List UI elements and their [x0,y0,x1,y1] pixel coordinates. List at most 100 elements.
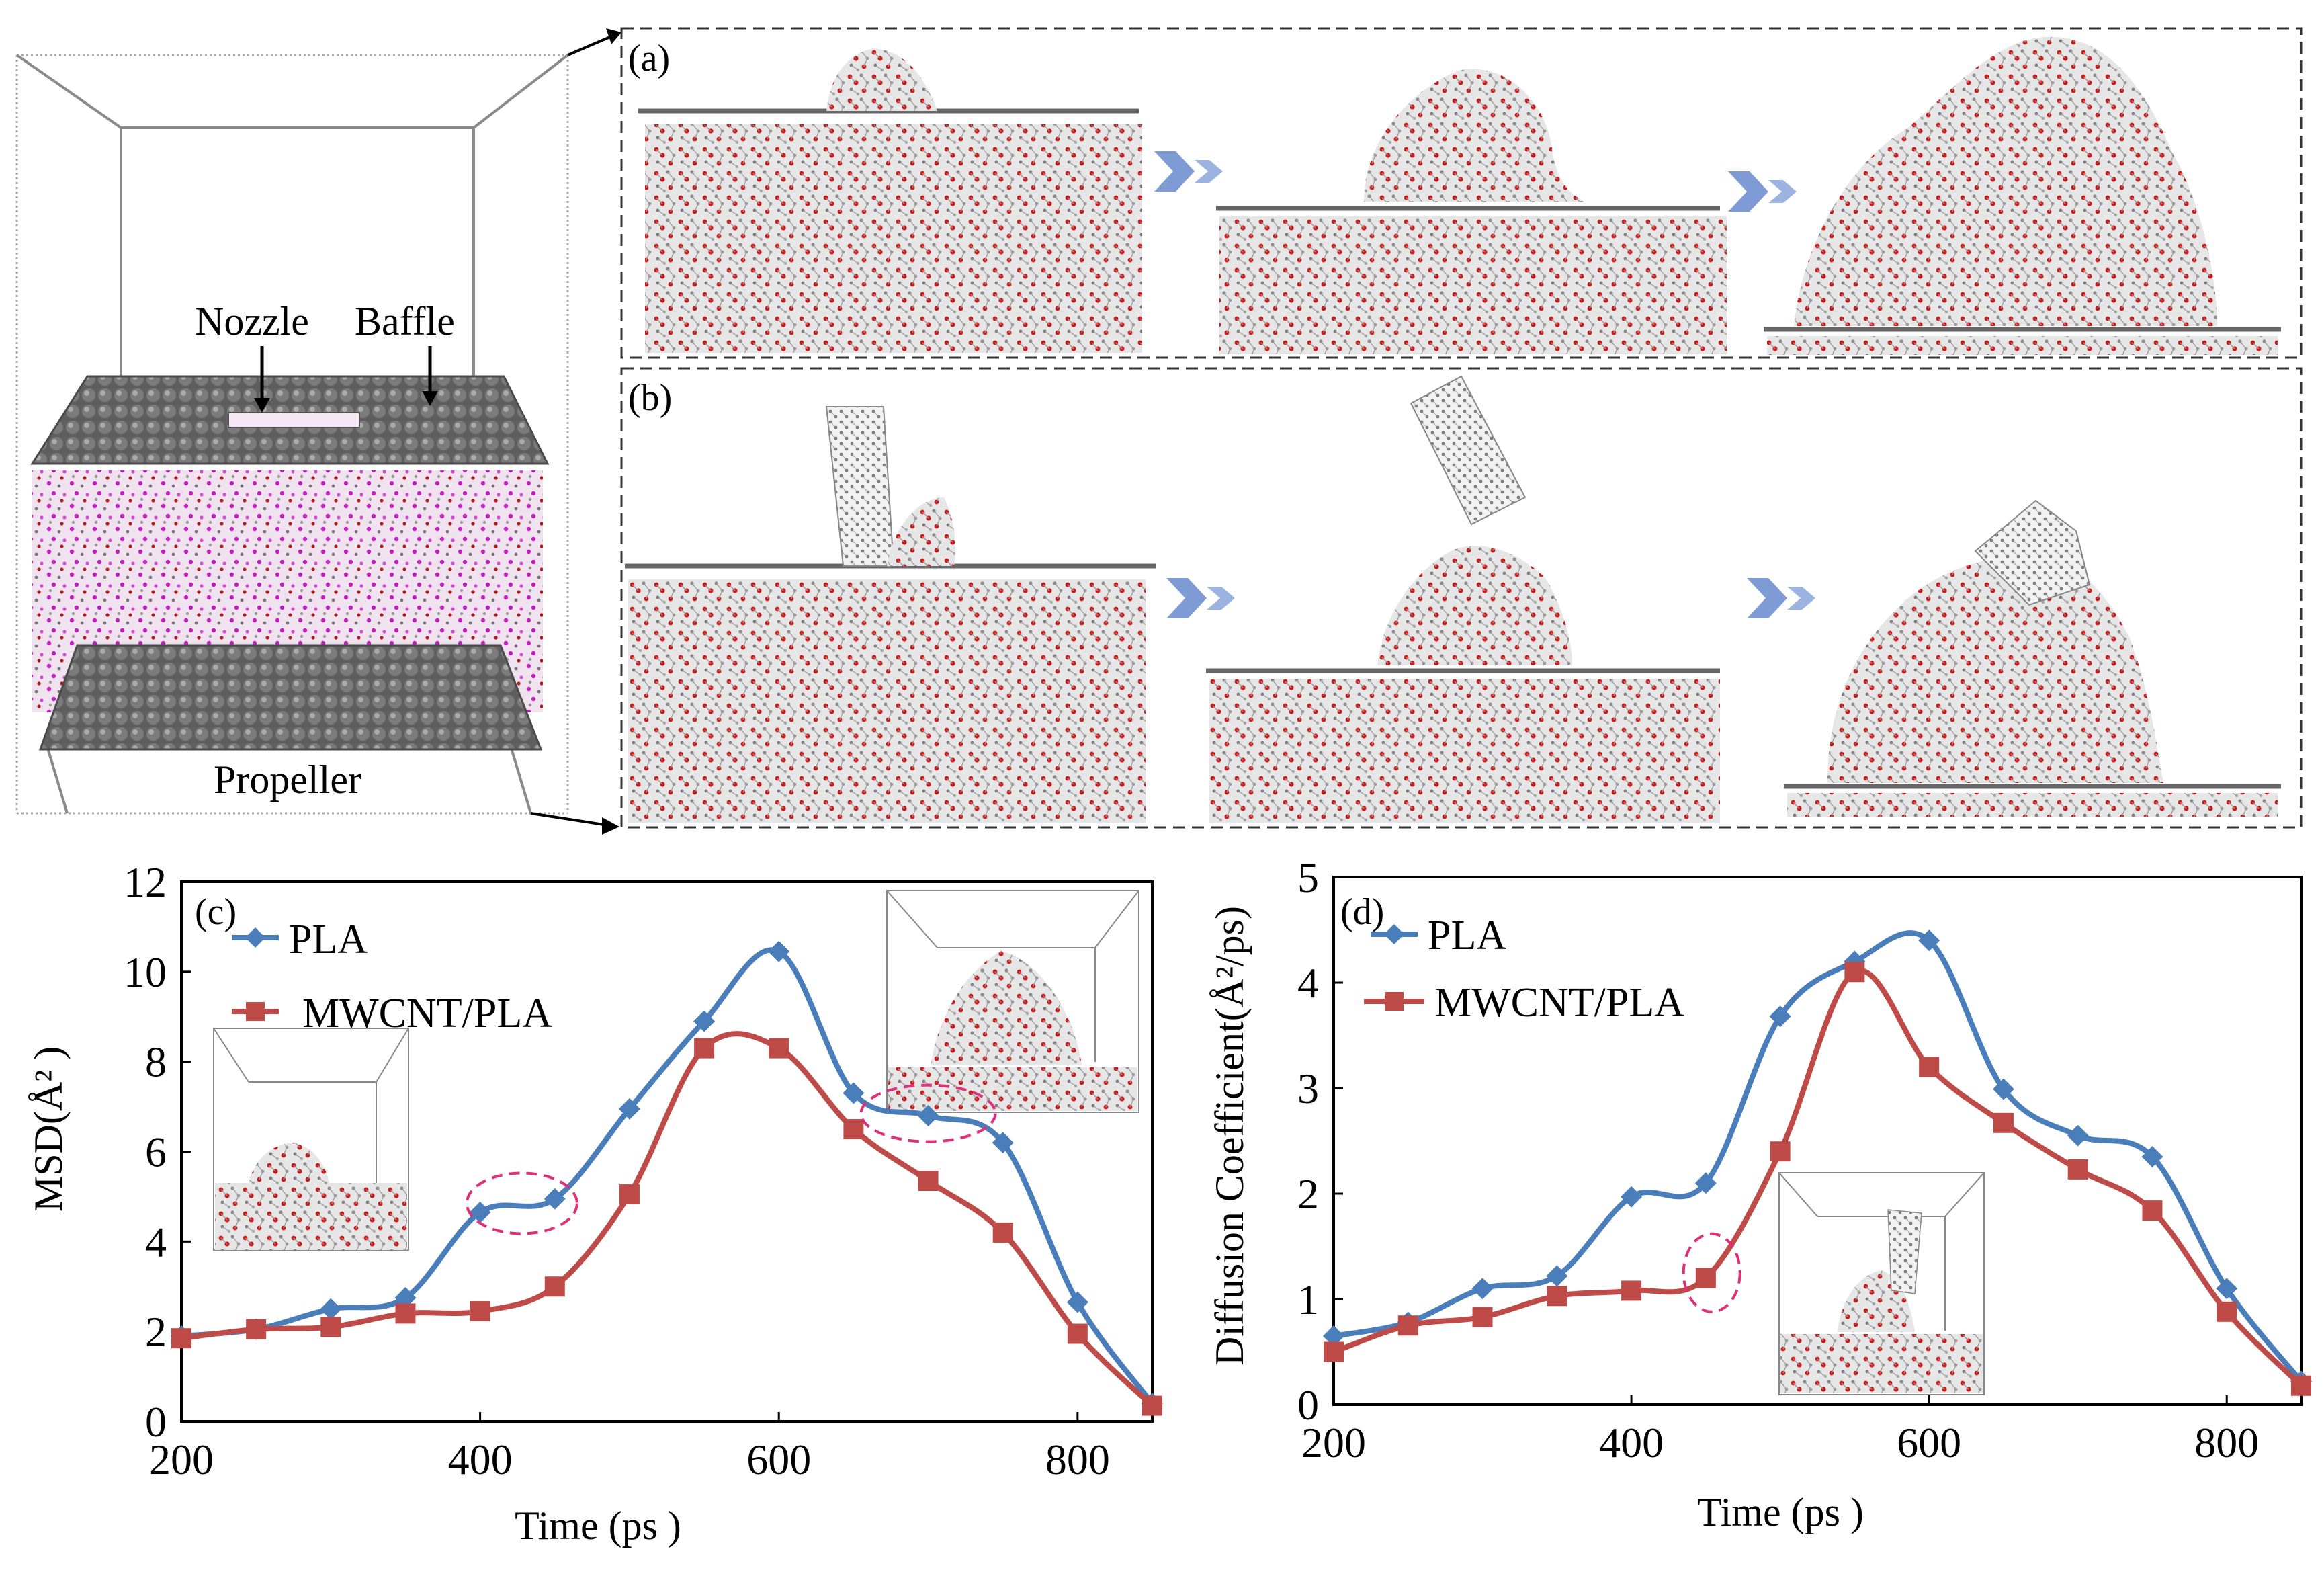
chart-c-pla-point [1066,1291,1088,1313]
snapshot-a2 [1216,69,1727,354]
chart-d-mwcnt-point [1472,1307,1493,1327]
chart-d-mwcnt-point [2217,1301,2237,1322]
chart-c-pla-point [618,1098,640,1120]
chart-d-pla-point [2216,1278,2238,1300]
chart-c-ytick-label: 12 [124,858,167,906]
snapshot-b3-nanotube [1974,499,2091,606]
chart-c-mwcnt-point [619,1184,640,1205]
chart-msd: MSD(Å² ) Time (ps ) (c) PLA MWCNT/PLA [26,858,1163,1548]
snapshot-a1 [638,48,1142,353]
chart-c-mwcnt-point [918,1170,939,1191]
chart-d-pla-point [1918,929,1940,952]
snapshot-b3-extrudate [1827,556,2163,783]
chart-c-inset-left [213,1028,409,1251]
chart-c-pla-point [768,940,790,962]
nozzle-opening [228,412,360,428]
arrow-b1-chevron-2 [1207,587,1235,610]
chart-c-mwcnt-point [320,1317,341,1337]
propeller-plate [38,644,543,751]
arrow-a2-chevron-2 [1768,180,1797,203]
chart-c-pla-point [394,1286,417,1309]
chart-c-inset-right-extrudate [931,951,1082,1065]
chart-c-legend-mwcnt-marker [246,1002,265,1021]
chart-c-mwcnt-point [992,1222,1013,1243]
chart-d-pla-point [1694,1172,1717,1194]
snapshot-b1-melt [628,579,1146,823]
snapshot-b1-extrudate [887,497,955,566]
chart-d-ytick-label: 4 [1297,959,1319,1007]
snapshot-b2 [1206,375,1720,823]
chart-d-legend-pla-marker [1384,924,1404,944]
box-diag-tl [15,54,122,129]
chart-d-pla-point [1546,1265,1568,1287]
baffle-arrowhead [422,391,438,406]
snapshot-b1 [625,406,1156,823]
snapshot-a3 [1764,36,2281,355]
chart-d-legend-mwcnt-marker [1385,992,1404,1011]
nozzle-arrowhead [254,398,270,413]
box-diag-br [509,745,532,814]
panel-a-label: (a) [628,38,670,79]
chart-c-ytick-label: 2 [145,1308,167,1356]
chart-d-pla-point [1323,1325,1344,1347]
chart-c-mwcnt-point [1067,1323,1088,1344]
chart-d-pla-point [2141,1146,2163,1168]
chart-c-xtick-label: 600 [746,1436,811,1483]
chart-d-inset-melt [1780,1334,1983,1393]
zoom-arrow-top [567,34,615,56]
arrow-a1-chevron-1 [1154,151,1195,192]
chart-c-mwcnt-point [843,1119,864,1140]
arrow-b1 [1166,578,1235,618]
chart-c-pla-point [693,1010,716,1032]
chart-d-ytick-label: 3 [1297,1065,1319,1112]
propeller-label: Propeller [214,757,361,802]
snapshot-b1-nanotube [825,406,895,567]
chart-c-inset-left-diag2 [376,1028,409,1083]
box-diag-bl [46,745,69,814]
chart-d-ytick-label: 0 [1297,1381,1319,1429]
chart-c-xlabel: Time (ps ) [515,1503,681,1548]
chart-d-mwcnt-point [1844,962,1865,983]
chart-d-legend: PLA MWCNT/PLA [1364,913,1684,1026]
chart-c-legend-pla-marker [245,927,265,948]
chart-c-inset-right-diag2 [1094,890,1139,948]
chart-d-ytick-label: 2 [1297,1170,1319,1218]
chart-diffusion: Diffusion Coefficient(Å²/ps) Time (ps ) … [1207,854,2312,1534]
chart-c-ytick-label: 10 [124,948,167,996]
chart-d-xtick-label: 800 [2194,1419,2259,1466]
arrow-a2-chevron-1 [1728,171,1768,212]
chart-d-mwcnt-point [1770,1141,1791,1162]
chart-d-pla-point [1471,1278,1494,1300]
chart-c-mwcnt-point [395,1303,416,1324]
chart-d-ylabel: Diffusion Coefficient(Å²/ps) [1207,906,1252,1366]
simulation-box: Nozzle Baffle Propeller [15,28,621,835]
snapshot-b3-melt [1787,793,2278,817]
chart-d-pla-point [1621,1186,1643,1208]
chart-d-inset-diag2 [1944,1172,1985,1217]
chart-d-mwcnt-point [2067,1159,2088,1180]
chart-d-mwcnt-point [1621,1280,1642,1301]
snapshot-b2-extrudate [1377,546,1572,665]
nozzle-label: Nozzle [195,299,309,343]
chart-d-legend-mwcnt: MWCNT/PLA [1434,980,1684,1026]
zoom-arrowhead-top [606,28,621,44]
chart-d-mwcnt-point [1919,1057,1940,1077]
chart-c-xtick-label: 400 [448,1436,513,1483]
chart-c-ytick-label: 4 [145,1218,167,1266]
chart-d-pla-point [1992,1078,2014,1100]
chart-c-pla-point [544,1188,566,1210]
chart-d-mwcnt-point [1324,1341,1344,1362]
baffle-label: Baffle [355,299,455,343]
chart-d-inset [1778,1172,1985,1395]
snapshot-a2-melt [1219,216,1727,354]
chart-c-xtick-label: 200 [149,1436,214,1483]
chart-d-mwcnt-point [2142,1200,2163,1221]
snapshot-a1-melt [645,124,1142,353]
chart-c-plot: 0 2 4 6 8 10 12 200 400 600 800 [124,858,1163,1483]
arrow-b2-chevron-2 [1787,587,1815,610]
chart-d-mwcnt-point [2291,1375,2311,1396]
chart-c-inset-right [886,890,1139,1113]
snapshot-a3-melt [1767,336,2278,355]
chart-c-panel-label: (c) [195,891,236,933]
chart-c-inset-right-melt [888,1067,1137,1111]
